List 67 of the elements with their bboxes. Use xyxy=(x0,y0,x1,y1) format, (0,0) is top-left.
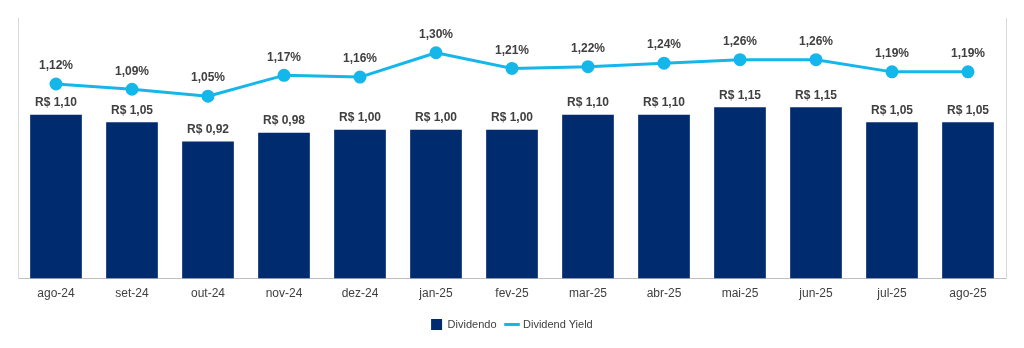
data-label: 1,22% xyxy=(570,40,606,55)
data-label: R$ 1,05 xyxy=(110,102,154,117)
bar xyxy=(182,141,234,279)
bar xyxy=(562,114,614,279)
data-label: 1,19% xyxy=(950,46,986,61)
data-label: 1,30% xyxy=(418,27,454,42)
x-tick-label: abr-25 xyxy=(646,286,682,301)
data-label: 1,21% xyxy=(494,42,530,57)
x-tick-label: out-24 xyxy=(190,286,226,301)
data-label: R$ 1,10 xyxy=(34,95,78,110)
x-tick-label: ago-25 xyxy=(949,286,987,301)
point xyxy=(733,53,747,67)
data-label: 1,09% xyxy=(114,63,150,78)
point xyxy=(201,89,215,103)
legend-label: Dividend Yield xyxy=(523,317,593,330)
x-tick-label: fev-25 xyxy=(495,286,529,301)
bar xyxy=(486,129,538,279)
bar xyxy=(106,122,158,279)
point xyxy=(125,82,139,96)
x-tick-label: mai-25 xyxy=(721,286,759,301)
legend-label: Dividendo xyxy=(447,317,497,330)
data-label: 1,26% xyxy=(798,34,834,49)
x-tick-label: jul-25 xyxy=(876,286,907,301)
data-label: R$ 1,00 xyxy=(338,110,382,124)
data-label: 1,26% xyxy=(722,34,758,49)
point xyxy=(353,70,367,84)
bar xyxy=(30,114,82,279)
data-label: 1,24% xyxy=(646,37,682,52)
bar xyxy=(714,107,766,279)
data-label: R$ 1,05 xyxy=(946,102,990,117)
data-label: R$ 1,00 xyxy=(490,110,534,124)
point xyxy=(49,77,63,91)
x-tick-label: dez-24 xyxy=(341,286,379,301)
x-tick-label: jun-25 xyxy=(798,286,833,301)
data-label: R$ 0,98 xyxy=(262,112,306,127)
bar xyxy=(866,122,918,279)
data-label: R$ 0,92 xyxy=(186,121,230,136)
data-label: R$ 1,00 xyxy=(414,110,458,124)
bar xyxy=(258,132,310,279)
point xyxy=(809,53,823,67)
data-label: 1,16% xyxy=(342,51,378,66)
data-label: R$ 1,10 xyxy=(642,95,686,110)
bar xyxy=(334,129,386,279)
data-label: R$ 1,15 xyxy=(718,87,762,102)
data-label: 1,12% xyxy=(38,58,74,73)
data-label: 1,05% xyxy=(190,70,226,85)
x-tick-label: ago-24 xyxy=(37,286,75,301)
point xyxy=(657,56,671,70)
x-tick-label: set-24 xyxy=(115,286,149,301)
x-tick-label: nov-24 xyxy=(265,286,303,301)
x-tick-label: mar-25 xyxy=(568,286,608,301)
point xyxy=(961,65,975,79)
point xyxy=(429,46,443,60)
x-tick-label: jan-25 xyxy=(418,286,453,301)
data-label: 1,19% xyxy=(874,46,910,61)
bar xyxy=(942,122,994,279)
point xyxy=(505,61,519,75)
bar xyxy=(410,129,462,279)
point xyxy=(885,65,899,79)
bar xyxy=(638,114,690,279)
data-label: R$ 1,05 xyxy=(870,102,914,117)
point xyxy=(581,60,595,74)
point xyxy=(277,68,291,82)
data-label: R$ 1,15 xyxy=(794,87,838,102)
data-label: 1,17% xyxy=(266,49,302,64)
data-label: R$ 1,10 xyxy=(566,95,610,110)
bar xyxy=(790,107,842,279)
